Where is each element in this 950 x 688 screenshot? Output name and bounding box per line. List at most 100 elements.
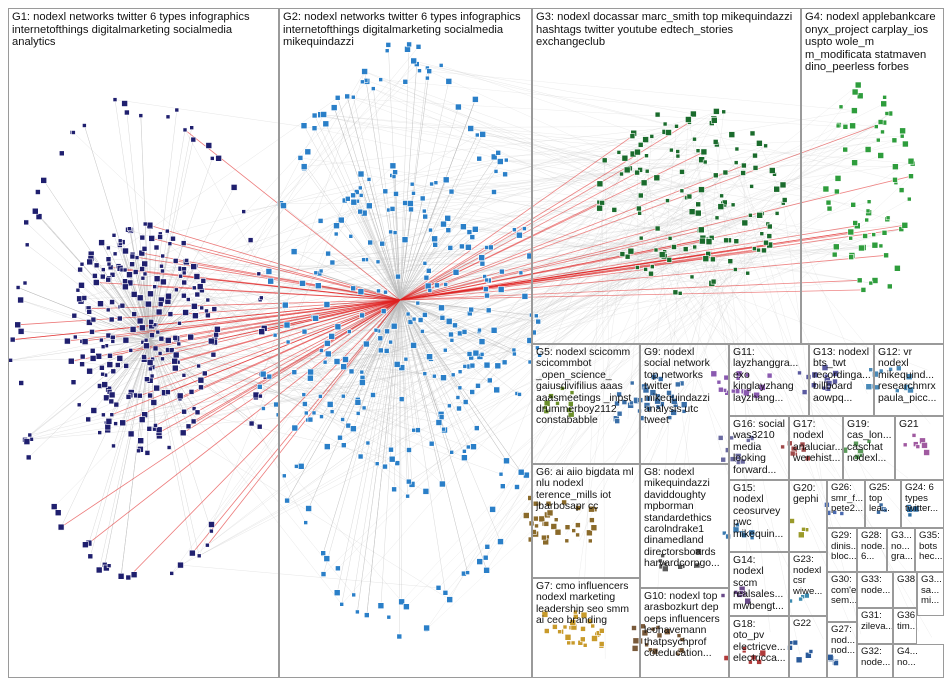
node[interactable] xyxy=(333,358,341,365)
node[interactable] xyxy=(543,628,550,634)
node[interactable] xyxy=(440,374,447,382)
node[interactable] xyxy=(115,362,121,368)
node[interactable] xyxy=(261,406,266,411)
node[interactable] xyxy=(689,274,695,280)
node[interactable] xyxy=(199,305,204,311)
node[interactable] xyxy=(340,417,345,422)
node[interactable] xyxy=(564,538,570,544)
node[interactable] xyxy=(694,548,702,555)
node[interactable] xyxy=(471,226,479,233)
node[interactable] xyxy=(365,202,373,210)
node[interactable] xyxy=(205,297,211,303)
node[interactable] xyxy=(423,624,430,632)
node[interactable] xyxy=(127,430,135,438)
node[interactable] xyxy=(532,500,539,507)
node[interactable] xyxy=(300,122,308,129)
node[interactable] xyxy=(391,486,397,493)
node[interactable] xyxy=(448,188,455,195)
node[interactable] xyxy=(645,395,652,402)
node[interactable] xyxy=(311,112,318,119)
node[interactable] xyxy=(107,352,113,359)
node[interactable] xyxy=(655,404,661,410)
node[interactable] xyxy=(258,295,264,301)
node[interactable] xyxy=(291,369,298,376)
node[interactable] xyxy=(877,119,884,125)
node[interactable] xyxy=(146,359,154,366)
node[interactable] xyxy=(125,574,132,581)
node[interactable] xyxy=(294,464,299,469)
node[interactable] xyxy=(196,553,202,559)
node[interactable] xyxy=(865,208,871,214)
node[interactable] xyxy=(548,393,554,399)
node[interactable] xyxy=(694,562,701,569)
node[interactable] xyxy=(439,314,446,321)
node[interactable] xyxy=(907,386,914,394)
node[interactable] xyxy=(174,107,180,113)
node[interactable] xyxy=(406,41,412,48)
node[interactable] xyxy=(443,282,449,287)
node[interactable] xyxy=(410,342,417,349)
node[interactable] xyxy=(660,553,665,559)
node[interactable] xyxy=(826,205,833,212)
node[interactable] xyxy=(82,123,87,128)
node[interactable] xyxy=(139,324,146,332)
node[interactable] xyxy=(153,384,160,392)
node[interactable] xyxy=(847,228,855,236)
node[interactable] xyxy=(590,524,598,532)
node[interactable] xyxy=(561,499,567,506)
node[interactable] xyxy=(835,123,841,129)
node[interactable] xyxy=(745,372,750,378)
node[interactable] xyxy=(557,629,562,635)
node[interactable] xyxy=(467,125,475,132)
node[interactable] xyxy=(728,131,736,138)
node[interactable] xyxy=(842,124,849,130)
node[interactable] xyxy=(908,173,914,179)
node[interactable] xyxy=(87,553,94,560)
node[interactable] xyxy=(589,517,595,523)
node[interactable] xyxy=(393,361,401,368)
node[interactable] xyxy=(495,150,502,156)
node[interactable] xyxy=(474,132,480,138)
node[interactable] xyxy=(24,242,30,248)
node[interactable] xyxy=(670,398,678,405)
node[interactable] xyxy=(403,356,409,362)
node[interactable] xyxy=(100,344,106,350)
node[interactable] xyxy=(181,279,187,286)
node[interactable] xyxy=(191,406,197,411)
node[interactable] xyxy=(898,226,905,232)
node[interactable] xyxy=(679,169,685,175)
node[interactable] xyxy=(426,68,433,74)
node[interactable] xyxy=(141,246,148,252)
node[interactable] xyxy=(756,140,763,147)
node[interactable] xyxy=(616,391,622,398)
node[interactable] xyxy=(339,601,345,607)
group-box-g16[interactable]: G16: social was3210 media looking forwar… xyxy=(729,416,789,480)
node[interactable] xyxy=(165,292,172,300)
node[interactable] xyxy=(566,640,572,646)
node[interactable] xyxy=(376,288,381,294)
node[interactable] xyxy=(144,376,150,383)
node[interactable] xyxy=(455,395,461,400)
node[interactable] xyxy=(79,261,85,267)
node[interactable] xyxy=(427,288,433,293)
node[interactable] xyxy=(172,351,180,359)
group-box-g31[interactable]: G31: zileva... xyxy=(857,608,893,644)
node[interactable] xyxy=(70,379,77,386)
node[interactable] xyxy=(678,647,685,654)
node[interactable] xyxy=(194,409,201,416)
node[interactable] xyxy=(641,629,649,637)
node[interactable] xyxy=(360,79,365,85)
node[interactable] xyxy=(280,202,287,209)
node[interactable] xyxy=(734,146,740,152)
node[interactable] xyxy=(150,399,158,406)
group-box-g4[interactable]: G4: nodexl applebankcare onyx_project ca… xyxy=(801,8,944,344)
node[interactable] xyxy=(484,245,489,250)
node[interactable] xyxy=(631,645,639,652)
node[interactable] xyxy=(698,186,705,193)
node[interactable] xyxy=(15,285,21,290)
node[interactable] xyxy=(461,329,468,335)
node[interactable] xyxy=(878,368,884,374)
node[interactable] xyxy=(75,287,81,293)
node[interactable] xyxy=(398,598,405,606)
node[interactable] xyxy=(393,191,399,197)
